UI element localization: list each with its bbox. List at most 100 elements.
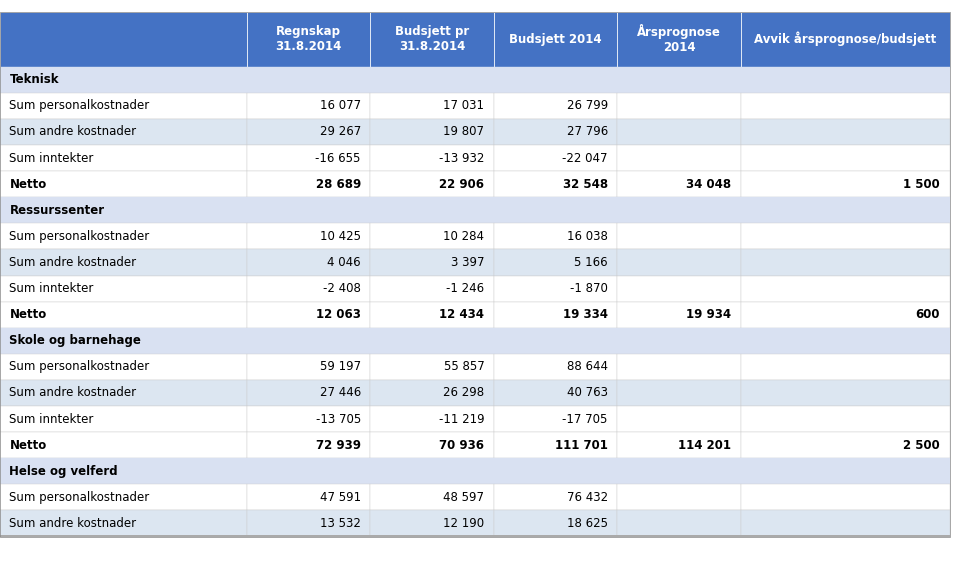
Bar [370, 510, 494, 536]
Bar [370, 328, 494, 354]
Bar [370, 145, 494, 171]
Bar [618, 67, 740, 93]
Bar [0, 328, 246, 354]
Text: Netto: Netto [10, 177, 47, 191]
Bar [370, 276, 494, 302]
Bar [370, 67, 494, 93]
Text: Budsjett pr
31.8.2014: Budsjett pr 31.8.2014 [395, 25, 469, 53]
Bar [740, 119, 949, 145]
Bar [370, 12, 494, 67]
Text: 32 548: 32 548 [563, 177, 608, 191]
Text: 27 796: 27 796 [567, 125, 608, 139]
Bar [246, 380, 370, 406]
Bar [246, 171, 370, 197]
Text: 3 397: 3 397 [451, 256, 484, 269]
Bar [370, 119, 494, 145]
Bar [246, 119, 370, 145]
Bar [618, 276, 740, 302]
Bar [494, 406, 618, 432]
Bar [370, 197, 494, 223]
Text: Sum andre kostnader: Sum andre kostnader [10, 125, 136, 139]
Bar [0, 432, 246, 458]
Bar [494, 354, 618, 380]
Bar [246, 406, 370, 432]
Text: -13 705: -13 705 [316, 412, 361, 426]
Text: 72 939: 72 939 [316, 438, 361, 452]
Bar [246, 197, 370, 223]
Bar [618, 432, 740, 458]
Text: 34 048: 34 048 [686, 177, 731, 191]
Text: 111 701: 111 701 [555, 438, 608, 452]
Text: Sum personalkostnader: Sum personalkostnader [10, 491, 150, 504]
Text: Sum personalkostnader: Sum personalkostnader [10, 360, 150, 374]
Bar [618, 510, 740, 536]
Text: Sum andre kostnader: Sum andre kostnader [10, 517, 136, 530]
Text: 27 446: 27 446 [319, 386, 361, 400]
Bar [494, 171, 618, 197]
Bar [370, 223, 494, 249]
Bar [740, 458, 949, 484]
Bar [618, 380, 740, 406]
Bar [740, 67, 949, 93]
Bar [494, 484, 618, 510]
Bar [740, 406, 949, 432]
Text: 88 644: 88 644 [567, 360, 608, 374]
Text: Teknisk: Teknisk [10, 73, 59, 86]
Bar [0, 535, 949, 536]
Text: 26 298: 26 298 [443, 386, 484, 400]
Bar [740, 484, 949, 510]
Text: 22 906: 22 906 [439, 177, 484, 191]
Bar [740, 302, 949, 328]
Bar [494, 302, 618, 328]
Text: 28 689: 28 689 [316, 177, 361, 191]
Text: Netto: Netto [10, 308, 47, 321]
Bar [0, 380, 246, 406]
Bar [740, 145, 949, 171]
Bar [246, 484, 370, 510]
Bar [370, 406, 494, 432]
Text: 1 500: 1 500 [903, 177, 940, 191]
Text: Årsprognose
2014: Årsprognose 2014 [637, 24, 721, 54]
Text: 55 857: 55 857 [444, 360, 484, 374]
Bar [494, 67, 618, 93]
Text: 114 201: 114 201 [678, 438, 731, 452]
Text: 12 434: 12 434 [439, 308, 484, 321]
Text: Avvik årsprognose/budsjett: Avvik årsprognose/budsjett [754, 32, 936, 46]
Text: 40 763: 40 763 [567, 386, 608, 400]
Bar [494, 276, 618, 302]
Bar [370, 380, 494, 406]
Text: 10 284: 10 284 [443, 230, 484, 243]
Text: 19 334: 19 334 [563, 308, 608, 321]
Bar [494, 380, 618, 406]
Bar [246, 223, 370, 249]
Bar [0, 510, 246, 536]
Text: -2 408: -2 408 [323, 282, 361, 295]
Bar [740, 328, 949, 354]
Bar [0, 12, 246, 67]
Bar [740, 197, 949, 223]
Bar [0, 406, 246, 432]
Text: 4 046: 4 046 [327, 256, 361, 269]
Bar [494, 119, 618, 145]
Text: Ressurssenter: Ressurssenter [10, 204, 105, 217]
Bar [246, 510, 370, 536]
Bar [370, 432, 494, 458]
Bar [618, 12, 740, 67]
Text: 47 591: 47 591 [319, 491, 361, 504]
Text: 10 425: 10 425 [320, 230, 361, 243]
Bar [494, 223, 618, 249]
Bar [370, 484, 494, 510]
Text: 2 500: 2 500 [903, 438, 940, 452]
Text: 5 166: 5 166 [574, 256, 608, 269]
Bar [494, 328, 618, 354]
Bar [0, 223, 246, 249]
Bar [740, 510, 949, 536]
Bar [740, 380, 949, 406]
Bar [618, 302, 740, 328]
Bar [246, 328, 370, 354]
Bar [0, 458, 246, 484]
Bar [246, 302, 370, 328]
Bar [618, 484, 740, 510]
Text: 18 625: 18 625 [567, 517, 608, 530]
Bar [494, 93, 618, 119]
